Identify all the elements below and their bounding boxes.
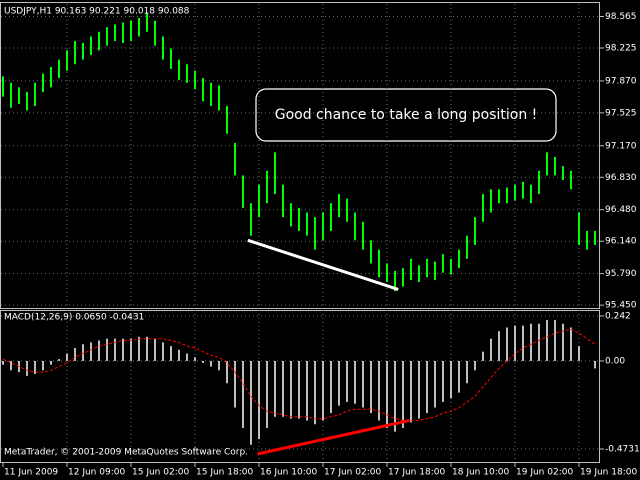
x-tick-label: 19 Jun 02:00 (516, 468, 573, 478)
y-tick-label: 97.525 (605, 108, 637, 118)
x-tick-label: 18 Jun 10:00 (452, 468, 509, 478)
y-tick-label: 0.242 (605, 311, 631, 321)
signal-line (2, 328, 596, 421)
trendline (247, 238, 399, 291)
x-tick-label: 15 Jun 02:00 (132, 468, 189, 478)
trendline (257, 419, 410, 456)
x-tick-label: 15 Jun 18:00 (196, 468, 253, 478)
y-tick-label: 96.140 (605, 237, 637, 247)
y-tick-label: 98.225 (605, 44, 637, 54)
macd-panel-frame (0, 310, 600, 463)
y-tick-label: 97.870 (605, 76, 637, 86)
footnote: MetaTrader, © 2001-2009 MetaQuotes Softw… (4, 448, 248, 458)
price-panel-frame (0, 2, 600, 309)
y-tick-label: 96.480 (605, 205, 637, 215)
x-tick-label: 16 Jun 10:00 (260, 468, 317, 478)
y-tick-label: 98.565 (605, 12, 637, 22)
panel-title: MACD(12,26,9) 0.0650 -0.0431 (4, 313, 144, 323)
x-tick-label: 17 Jun 02:00 (324, 468, 381, 478)
y-tick-label: 96.830 (605, 173, 637, 183)
x-tick-label: 17 Jun 18:00 (388, 468, 445, 478)
callout-text: Good chance to take a long position ! (275, 107, 538, 123)
y-tick-label: -0.4731 (605, 444, 640, 454)
y-tick-label: 95.790 (605, 269, 637, 279)
y-tick-label: 0.00 (605, 356, 625, 366)
panel-title: USDJPY,H1 90.163 90.221 90.018 90.088 (4, 7, 190, 17)
x-tick-label: 19 Jun 18:00 (580, 468, 637, 478)
y-tick-label: 95.450 (605, 301, 637, 311)
x-tick-label: 12 Jun 09:00 (68, 468, 125, 478)
x-tick-label: 11 Jun 2009 (4, 468, 58, 478)
callout-box (255, 88, 557, 142)
y-tick-label: 97.170 (605, 141, 637, 151)
